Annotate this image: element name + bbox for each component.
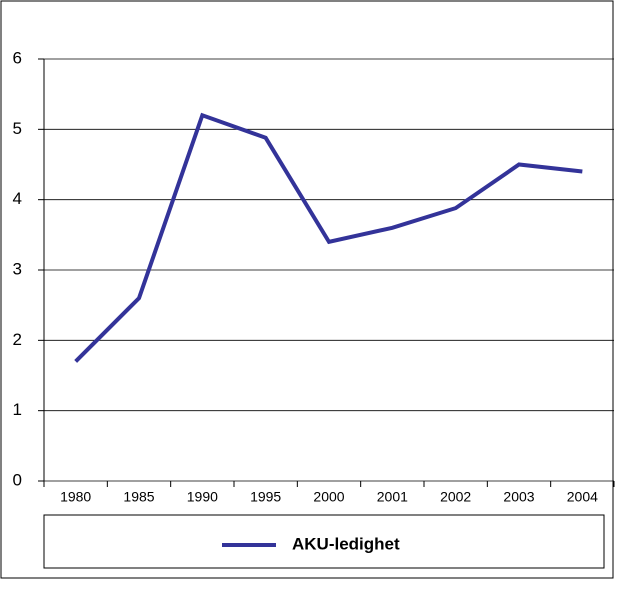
x-tick-label: 1995 <box>250 489 281 505</box>
y-tick-label: 5 <box>13 119 22 138</box>
chart-border <box>0 0 614 579</box>
x-tick-label: 1980 <box>60 489 91 505</box>
y-tick-label: 3 <box>13 259 22 278</box>
legend-box <box>43 514 605 569</box>
y-tick-label: 4 <box>13 189 22 208</box>
x-tick-label: 1990 <box>187 489 218 505</box>
y-tick-label: 6 <box>13 48 22 67</box>
y-tick-label: 0 <box>13 470 22 489</box>
x-tick-label: 1985 <box>123 489 154 505</box>
x-tick-label: 2000 <box>313 489 344 505</box>
x-tick-label: 2001 <box>377 489 408 505</box>
data-line <box>74 112 583 363</box>
x-tick-label: 2003 <box>503 489 534 505</box>
y-tick-label: 2 <box>13 330 22 349</box>
legend-label: AKU-ledighet <box>292 534 400 553</box>
y-tick-label: 1 <box>13 400 22 419</box>
x-tick-label: 2004 <box>567 489 598 505</box>
x-tick-label: 2002 <box>440 489 471 505</box>
